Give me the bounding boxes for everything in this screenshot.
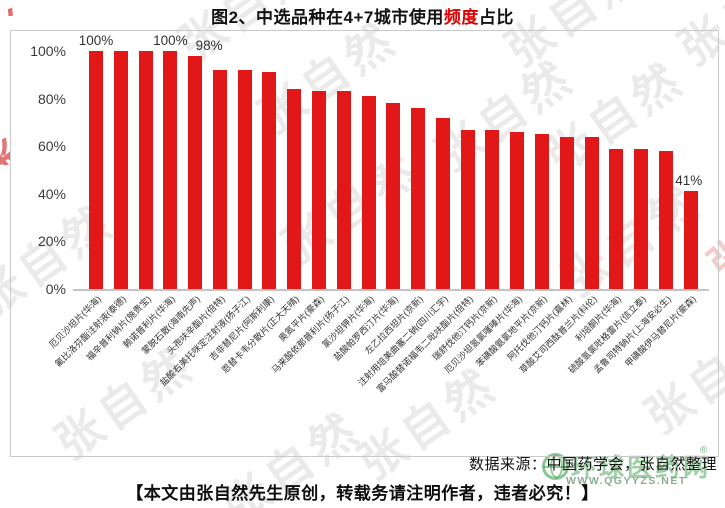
- bar: [658, 150, 673, 289]
- site-watermark-name: 环球医药网: [571, 454, 712, 482]
- bar-data-label: 98%: [195, 37, 223, 53]
- chart-title: 图2、中选品种在4+7城市使用频度占比: [0, 3, 725, 28]
- bar-data-label: 41%: [675, 173, 703, 189]
- bar: [188, 55, 203, 289]
- bar: [435, 117, 450, 289]
- red-watermark-text: 张自然: [0, 90, 10, 165]
- y-axis-tick-label: 0%: [45, 281, 66, 297]
- y-axis-tick-label: 20%: [37, 233, 66, 250]
- bar: [89, 51, 103, 289]
- bar: [163, 51, 178, 289]
- chart-area: 100% 80% 60% 40% 20% 0% 厄贝沙坦片(华海) 氟比洛芬酯注射液(泰德) 福…: [10, 30, 719, 457]
- bar: [411, 108, 426, 289]
- y-axis-tick-label: 40%: [37, 185, 66, 202]
- chart-title-highlight: 频度: [443, 8, 479, 27]
- bar: [485, 129, 500, 289]
- bar: [634, 148, 649, 289]
- registered-mark: ®: [700, 445, 708, 456]
- x-axis-line: [73, 289, 709, 291]
- bar: [584, 136, 599, 289]
- bar: [386, 103, 401, 289]
- bar: [113, 51, 128, 289]
- bar: [262, 72, 277, 289]
- bar: [460, 129, 475, 289]
- bar: [361, 96, 376, 289]
- bar: [237, 70, 252, 289]
- bar-data-label: 100%: [153, 33, 188, 48]
- red-watermark-fragment: 张自然: [0, 90, 10, 165]
- bar: [336, 91, 351, 289]
- bar: [287, 89, 302, 289]
- site-watermark-url: WWW.QGYYZS.NET: [566, 475, 687, 487]
- bar-data-label: 100%: [78, 33, 114, 48]
- bar: [212, 70, 227, 289]
- bar: [138, 51, 153, 289]
- bar: [683, 191, 698, 289]
- bar: [312, 91, 327, 289]
- bar: [510, 131, 525, 289]
- bar: [609, 148, 624, 289]
- data-source-note: 数据来源：中国药学会，张自然整理: [468, 456, 717, 473]
- y-axis-tick-label: 100%: [30, 43, 66, 59]
- site-watermark: 环球医药网 ® WWW.QGYYZS.NET: [540, 445, 720, 492]
- bar: [559, 136, 574, 289]
- chart-title-prefix: 图2、中选品种在4+7城市使用: [211, 8, 444, 27]
- copyright-footer: 【本文由张自然先生原创，转载务请注明作者，违者必究！】: [126, 484, 599, 503]
- chart-title-suffix: 占比: [478, 8, 514, 27]
- y-axis-tick-label: 80%: [37, 90, 66, 107]
- y-axis-tick-label: 60%: [37, 138, 66, 155]
- bar: [535, 134, 550, 289]
